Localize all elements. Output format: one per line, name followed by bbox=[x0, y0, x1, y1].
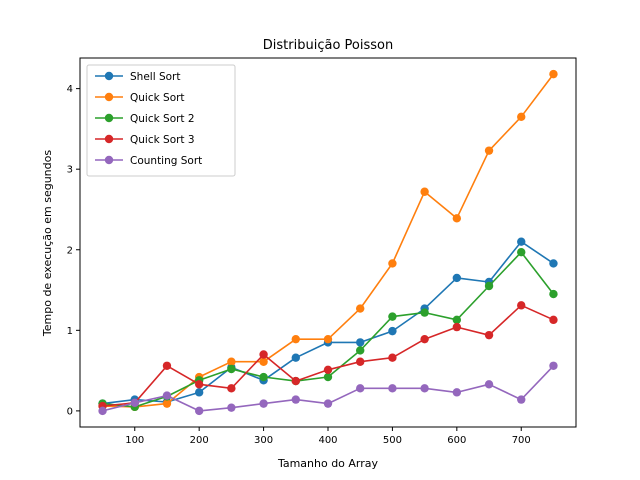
series-counting-sort bbox=[98, 361, 558, 416]
data-point-counting-sort bbox=[388, 384, 397, 393]
data-point-quick-sort-3 bbox=[420, 334, 429, 344]
plot-area bbox=[98, 69, 558, 416]
data-point-quick-sort-3 bbox=[452, 322, 462, 332]
data-point-shell-sort bbox=[517, 237, 526, 246]
series-quick-sort-3 bbox=[98, 301, 558, 411]
data-point-quick-sort-3 bbox=[388, 353, 397, 362]
data-point-quick-sort-2 bbox=[549, 289, 558, 299]
data-point-counting-sort bbox=[130, 398, 139, 408]
data-point-counting-sort bbox=[259, 399, 268, 408]
legend-item: Quick Sort bbox=[95, 92, 185, 104]
legend-box bbox=[86, 64, 236, 177]
data-point-quick-sort bbox=[291, 334, 300, 344]
data-point-quick-sort-3 bbox=[356, 357, 365, 366]
chart-title: Distribuição Poisson bbox=[263, 38, 393, 53]
data-point-quick-sort bbox=[517, 112, 526, 122]
y-tick-label: 1 bbox=[67, 326, 73, 337]
data-point-counting-sort bbox=[452, 388, 462, 397]
data-point-counting-sort bbox=[517, 395, 526, 404]
data-point-quick-sort bbox=[452, 214, 462, 223]
data-point-counting-sort bbox=[98, 406, 107, 416]
data-point-quick-sort bbox=[259, 357, 268, 366]
data-point-quick-sort-2 bbox=[227, 364, 236, 374]
series-quick-sort-2 bbox=[98, 247, 558, 412]
data-point-shell-sort bbox=[291, 353, 300, 362]
y-tick-label: 2 bbox=[67, 245, 73, 256]
legend-marker bbox=[104, 92, 114, 102]
data-point-quick-sort bbox=[227, 357, 236, 366]
data-point-counting-sort bbox=[227, 403, 236, 412]
data-point-shell-sort bbox=[388, 326, 397, 336]
x-axis-label: Tamanho do Array bbox=[277, 457, 379, 470]
x-tick-label: 300 bbox=[254, 435, 273, 446]
data-point-quick-sort-3 bbox=[227, 384, 236, 393]
y-tick-label: 0 bbox=[67, 406, 73, 417]
data-point-shell-sort bbox=[356, 338, 365, 347]
data-point-quick-sort-2 bbox=[420, 308, 429, 317]
data-point-counting-sort bbox=[484, 380, 494, 389]
y-axis: 0 1 2 3 4 bbox=[67, 84, 80, 417]
legend-marker bbox=[104, 155, 114, 165]
x-axis: 100 200 300 400 500 600 700 bbox=[125, 427, 531, 446]
data-point-quick-sort-2 bbox=[323, 372, 333, 382]
data-point-quick-sort-2 bbox=[259, 372, 268, 382]
legend-item: Counting Sort bbox=[95, 155, 202, 167]
data-point-shell-sort bbox=[194, 388, 204, 397]
data-point-counting-sort bbox=[194, 406, 204, 416]
data-point-shell-sort bbox=[549, 259, 558, 268]
data-point-counting-sort bbox=[549, 361, 558, 370]
legend-label: Shell Sort bbox=[130, 71, 180, 83]
data-point-quick-sort bbox=[420, 187, 429, 196]
y-tick-label: 4 bbox=[67, 84, 73, 95]
data-point-quick-sort bbox=[388, 259, 397, 268]
data-point-quick-sort bbox=[549, 69, 558, 79]
data-point-counting-sort bbox=[420, 384, 429, 393]
data-point-quick-sort-3 bbox=[549, 315, 558, 325]
data-point-quick-sort-2 bbox=[388, 312, 397, 321]
data-point-counting-sort bbox=[162, 391, 172, 400]
data-point-shell-sort bbox=[452, 273, 462, 283]
legend-marker bbox=[104, 71, 114, 81]
data-point-quick-sort-3 bbox=[259, 350, 268, 359]
legend-item: Quick Sort 3 bbox=[95, 134, 195, 146]
legend-marker bbox=[104, 134, 114, 144]
data-point-counting-sort bbox=[356, 384, 365, 393]
data-point-quick-sort-3 bbox=[162, 361, 172, 370]
y-tick-label: 3 bbox=[67, 165, 73, 176]
x-tick-label: 200 bbox=[190, 435, 209, 446]
legend: Shell Sort Quick Sort Quick Sort 2 Quick So… bbox=[86, 64, 236, 177]
y-axis-label: Tempo de execução em segundos bbox=[41, 150, 54, 337]
x-tick-label: 400 bbox=[318, 435, 337, 446]
data-point-counting-sort bbox=[323, 399, 333, 408]
series-line-quick-sort-3 bbox=[102, 304, 554, 407]
data-point-quick-sort bbox=[323, 334, 333, 344]
data-point-quick-sort-2 bbox=[517, 247, 526, 257]
legend-marker bbox=[104, 113, 114, 123]
data-point-quick-sort bbox=[356, 304, 365, 313]
data-point-quick-sort-3 bbox=[291, 376, 300, 386]
legend-item: Shell Sort bbox=[95, 71, 180, 83]
legend-label: Quick Sort bbox=[130, 92, 185, 104]
x-tick-label: 500 bbox=[383, 435, 402, 446]
data-point-quick-sort-3 bbox=[323, 365, 333, 374]
data-point-quick-sort-3 bbox=[484, 330, 494, 340]
data-point-quick-sort bbox=[484, 146, 494, 155]
legend-item: Quick Sort 2 bbox=[95, 113, 195, 125]
data-point-counting-sort bbox=[291, 395, 300, 404]
x-tick-label: 600 bbox=[447, 435, 466, 446]
legend-label: Quick Sort 3 bbox=[130, 134, 195, 146]
x-tick-label: 100 bbox=[125, 435, 144, 446]
legend-label: Quick Sort 2 bbox=[130, 113, 195, 125]
data-point-quick-sort-2 bbox=[452, 315, 462, 325]
data-point-quick-sort-3 bbox=[517, 301, 526, 310]
data-point-quick-sort-3 bbox=[194, 380, 204, 389]
x-tick-label: 700 bbox=[512, 435, 531, 446]
legend-label: Counting Sort bbox=[130, 155, 202, 167]
data-point-quick-sort bbox=[162, 399, 172, 408]
data-point-quick-sort-2 bbox=[356, 346, 365, 355]
data-point-quick-sort-2 bbox=[484, 281, 494, 291]
